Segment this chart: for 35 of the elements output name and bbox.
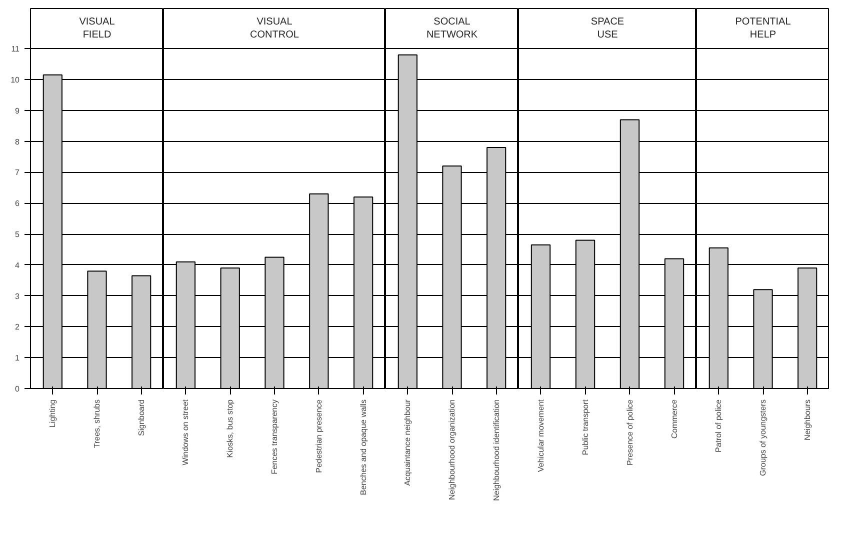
- y-tick-label: 7: [15, 168, 20, 178]
- x-tick-label: Vehicular movement: [536, 398, 546, 472]
- x-tick-label: Presence of police: [625, 398, 634, 466]
- y-tick-label: 1: [15, 354, 20, 363]
- x-tick-label: Fences transparency: [270, 400, 279, 474]
- text: VISUAL CONTROL: [250, 16, 300, 41]
- y-tick-label: 5: [15, 230, 20, 240]
- y-tick-label: 6: [15, 199, 20, 208]
- y-tick-label: 11: [11, 44, 20, 54]
- y-tick-label: 2: [15, 322, 20, 332]
- text: SOCIAL NETWORK: [426, 16, 478, 41]
- x-tick-label: Benches and opaque walls: [358, 400, 368, 496]
- text: POTENTIAL HELP: [735, 16, 792, 41]
- y-tick-label: 0: [15, 384, 20, 394]
- x-tick-label: Neighbours: [802, 399, 812, 440]
- x-tick-label: Neighbourhood identification: [492, 400, 501, 501]
- y-tick-label: 3: [15, 292, 20, 301]
- x-tick-label: Kiosks, bus stop: [226, 398, 235, 458]
- x-tick-label: Acquaintance neighbour: [403, 399, 412, 486]
- x-tick-label: Commerce: [670, 398, 679, 439]
- x-tick-label: Trees, shrubs: [92, 400, 102, 448]
- y-tick-label: 9: [15, 106, 20, 116]
- x-tick-label: Neighbourhood organization: [448, 399, 456, 500]
- text: VISUAL FIELD: [79, 16, 116, 41]
- x-tick-label: Lighting: [48, 399, 58, 428]
- text: SPACE USE: [590, 16, 624, 41]
- x-tick-label: Windows on street: [181, 398, 190, 466]
- x-tick-label: Groups of youngsters: [758, 400, 768, 476]
- x-tick-label: Signboard: [136, 399, 146, 436]
- x-tick-label: Patrol of police: [714, 398, 724, 452]
- y-tick-label: 10: [10, 76, 20, 85]
- y-tick-label: 4: [15, 260, 20, 270]
- x-tick-label: Public transport: [580, 398, 590, 456]
- y-tick-label: 8: [15, 137, 20, 146]
- x-tick-label: Pedestrian presence: [314, 398, 324, 473]
